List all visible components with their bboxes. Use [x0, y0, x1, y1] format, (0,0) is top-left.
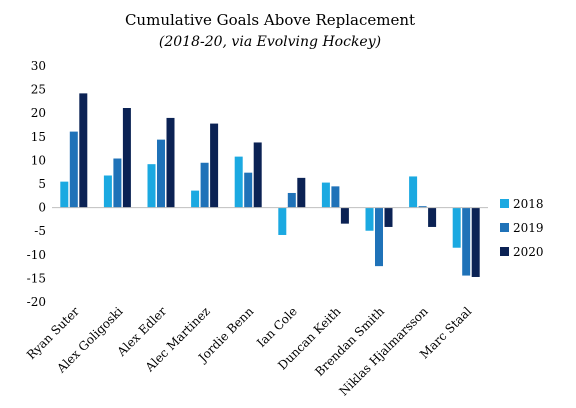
legend-swatch [500, 199, 509, 208]
chart-title: Cumulative Goals Above Replacement [125, 11, 415, 29]
bar [103, 175, 112, 208]
bar [234, 156, 243, 208]
legend-label: 2018 [513, 197, 544, 211]
bar [278, 207, 287, 235]
bar [287, 192, 296, 208]
legend-label: 2020 [513, 245, 544, 259]
bar [471, 207, 480, 277]
bar [157, 139, 165, 208]
bar [365, 207, 374, 231]
chart-subtitle: (2018-20, via Evolving Hockey) [159, 34, 381, 50]
y-tick-label: 15 [31, 130, 46, 144]
legend-label: 2019 [513, 221, 544, 235]
bar [340, 207, 349, 224]
legend-swatch [500, 223, 509, 232]
bar [297, 177, 306, 208]
bar [253, 142, 262, 208]
bar [462, 207, 471, 276]
bar [69, 131, 78, 208]
bar [244, 172, 253, 208]
y-tick-label: 25 [31, 83, 46, 97]
bar [384, 207, 393, 227]
y-tick-label: -20 [27, 295, 46, 309]
y-tick-label: 20 [31, 106, 46, 120]
y-tick-label: -15 [27, 271, 46, 285]
bar [113, 158, 122, 208]
bar [147, 164, 156, 208]
legend: 2018 2019 2020 [500, 197, 544, 259]
category-label: Ian Cole [254, 304, 300, 350]
bar [428, 207, 437, 227]
bar [60, 181, 69, 208]
bar [166, 117, 175, 208]
bar [210, 123, 219, 208]
bar [191, 190, 200, 208]
bar [331, 186, 340, 208]
legend-swatch [500, 247, 509, 256]
bar [409, 176, 418, 208]
bar [200, 162, 209, 208]
y-axis: 30 25 20 15 10 5 0 -5 -10 -15 -20 [27, 59, 46, 309]
bar [122, 108, 131, 208]
bar [321, 182, 330, 208]
y-tick-label: -5 [34, 224, 46, 238]
bar [79, 93, 88, 208]
y-tick-label: 30 [31, 59, 46, 73]
bar [452, 207, 461, 248]
y-tick-label: 0 [38, 201, 46, 215]
y-tick-label: 5 [38, 177, 46, 191]
bars [60, 93, 480, 277]
y-tick-label: 10 [31, 153, 46, 167]
bar [375, 207, 383, 267]
y-tick-label: -10 [27, 248, 46, 262]
bar [418, 206, 427, 208]
